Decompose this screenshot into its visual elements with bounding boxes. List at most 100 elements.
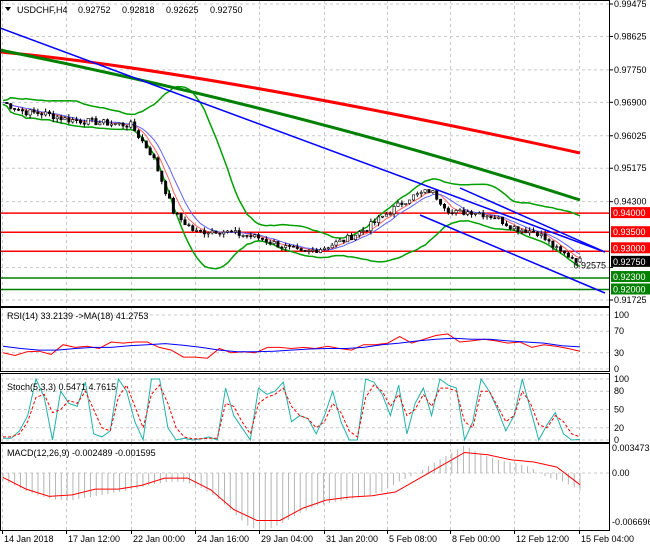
- candle: [442, 203, 446, 209]
- candle: [90, 118, 94, 120]
- candle: [450, 212, 454, 215]
- x-tick-label: 12 Feb 12:00: [516, 534, 569, 544]
- candle: [357, 231, 361, 236]
- candle: [78, 120, 82, 124]
- candle: [36, 111, 40, 115]
- candle: [400, 202, 404, 205]
- candle: [330, 244, 334, 249]
- candle: [411, 194, 415, 201]
- candle: [311, 249, 315, 252]
- y-tick-label: 100: [614, 374, 629, 384]
- candle: [524, 229, 528, 234]
- candle: [98, 122, 102, 126]
- candle: [299, 248, 303, 251]
- y-tick-label: 0.96900: [614, 97, 647, 107]
- candle: [148, 147, 152, 156]
- candle: [179, 213, 183, 221]
- candle: [245, 235, 249, 237]
- price-label-box: [611, 255, 650, 267]
- candle: [280, 246, 284, 249]
- candle: [570, 256, 574, 259]
- candle: [342, 239, 346, 243]
- candle: [137, 130, 141, 138]
- x-tick-label: 14 Jan 2018: [4, 534, 54, 544]
- candle: [63, 117, 67, 121]
- rsi-series-0: [2, 333, 581, 359]
- candle: [520, 229, 524, 232]
- candle: [32, 109, 36, 113]
- ohlc-high: 0.92818: [122, 5, 155, 15]
- price-level-label: 0.92300: [613, 272, 646, 282]
- candle: [338, 239, 342, 243]
- y-tick-label: 0.00: [612, 468, 630, 478]
- candle: [543, 233, 547, 240]
- candle: [237, 230, 241, 236]
- stoch-series-0: [3, 377, 581, 442]
- y-tick-label: 30: [614, 348, 624, 358]
- candle: [47, 111, 51, 115]
- rsi-series-1: [2, 337, 581, 353]
- candle: [171, 197, 175, 214]
- candle: [133, 121, 137, 131]
- candle: [353, 234, 357, 240]
- price-label-box: [611, 242, 650, 254]
- candle: [307, 250, 311, 252]
- ma-mid-green: [0, 48, 581, 202]
- ohlc-low: 0.92625: [166, 5, 199, 15]
- ma-fast: [2, 101, 581, 259]
- candle: [384, 213, 388, 217]
- candle: [404, 203, 408, 205]
- candle: [168, 193, 172, 199]
- collapse-triangle-icon[interactable]: [5, 7, 11, 11]
- candle: [563, 250, 567, 254]
- candle: [551, 240, 555, 248]
- candle: [218, 232, 222, 235]
- candle: [555, 246, 559, 248]
- candle: [326, 247, 330, 250]
- y-tick-label: 0.96025: [614, 131, 647, 141]
- candle: [497, 216, 501, 219]
- candle: [501, 216, 505, 225]
- price-level-label: 0.92000: [613, 284, 646, 294]
- candle: [377, 216, 381, 223]
- candle: [346, 234, 350, 243]
- candle: [109, 123, 113, 126]
- x-tick-label: 31 Jan 20:00: [326, 534, 378, 544]
- candle: [113, 123, 117, 125]
- candle: [195, 230, 199, 232]
- candle: [86, 118, 90, 125]
- candle: [369, 221, 373, 231]
- stoch-title: Stoch(5,3,3) 0.5471 4.7615: [7, 382, 116, 392]
- candle: [75, 119, 79, 121]
- candle: [493, 217, 497, 220]
- candle: [152, 154, 156, 159]
- candle: [419, 192, 423, 194]
- y-tick-label: 70: [614, 326, 624, 336]
- candle: [140, 137, 144, 142]
- candle: [477, 212, 481, 215]
- candle: [512, 226, 516, 230]
- candle: [485, 215, 489, 218]
- candle: [249, 235, 253, 238]
- candle: [446, 207, 450, 214]
- panel-frame-0: [0, 0, 610, 307]
- candle: [473, 213, 477, 215]
- y-tick-label: 0.97750: [614, 65, 647, 75]
- panel-frame-2: [0, 373, 610, 443]
- candle: [28, 109, 32, 116]
- candle: [16, 108, 20, 111]
- candle: [272, 241, 276, 244]
- candle: [466, 211, 470, 215]
- price-label-box: [611, 226, 650, 238]
- candle: [396, 202, 400, 207]
- candle: [291, 245, 295, 248]
- candle: [574, 258, 578, 263]
- candle: [198, 230, 202, 232]
- candle: [435, 190, 439, 200]
- candle: [481, 212, 485, 218]
- candle: [183, 219, 187, 226]
- candle: [40, 113, 44, 116]
- candle: [13, 108, 17, 110]
